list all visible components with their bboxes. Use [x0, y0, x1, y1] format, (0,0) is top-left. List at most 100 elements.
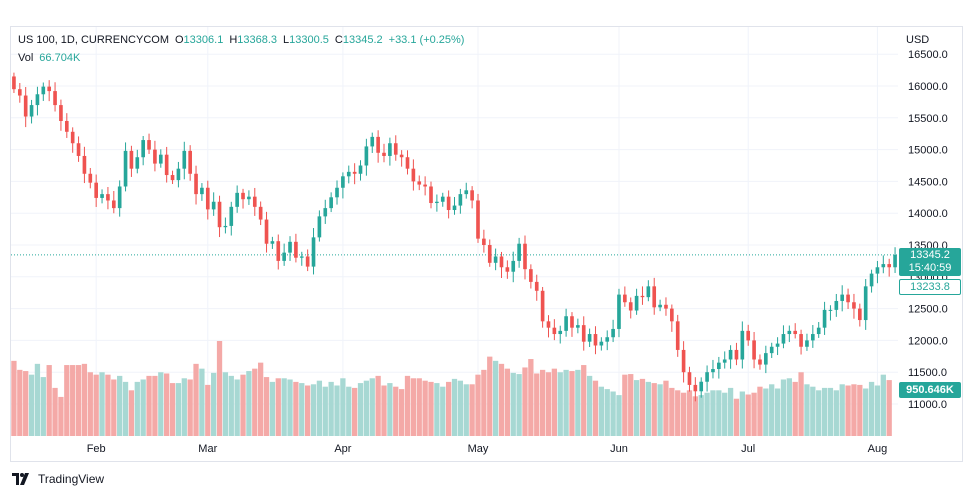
volume-bar [416, 378, 422, 436]
volume-bar [393, 386, 399, 436]
volume-bar [34, 363, 41, 436]
volume-bar [240, 374, 246, 436]
volume-bar [316, 380, 323, 436]
volume-bar [686, 390, 693, 436]
candle [376, 130, 380, 163]
time-axis-tick: Jun [610, 443, 628, 455]
candle-body [452, 205, 457, 211]
volume-bar [222, 372, 229, 436]
candle-body [440, 196, 445, 202]
candle-body [76, 143, 81, 156]
volume-bar [786, 378, 792, 436]
candle-body [299, 256, 304, 258]
candle [675, 314, 680, 357]
volume-bar [874, 385, 881, 436]
candle-body [593, 334, 598, 346]
candle-body [23, 95, 28, 117]
candle [511, 251, 516, 283]
candle-body [769, 346, 774, 354]
volume-bar [651, 383, 657, 436]
candle [787, 325, 792, 343]
candle-body [247, 196, 251, 200]
candle [529, 264, 533, 289]
candle [493, 248, 498, 271]
candle [658, 299, 662, 312]
candle-body [341, 176, 345, 188]
candle [799, 329, 803, 355]
volume-bar [258, 362, 264, 436]
volume-bar [40, 377, 46, 436]
ohlc-legend: US 100, 1D, CURRENCYCOM O13306.1 H13368.3 L… [18, 34, 464, 46]
volume-bar [545, 372, 552, 436]
open-value: 13306.1 [183, 34, 224, 46]
candle-body [529, 269, 533, 282]
candle-body [141, 140, 145, 158]
candle [106, 186, 110, 210]
volume-bar [87, 372, 93, 436]
candle-body [164, 154, 169, 176]
volume-bar [211, 372, 217, 436]
candle [241, 188, 245, 209]
candle-body [893, 254, 897, 268]
volume-bar [158, 372, 164, 436]
candle [141, 135, 145, 166]
volume-bar [205, 384, 211, 436]
candle-body [382, 152, 386, 156]
volume-legend: Vol 66.704K [18, 52, 80, 64]
candle-body [517, 243, 521, 261]
candle [828, 305, 833, 321]
volume-bar [504, 368, 511, 436]
candle [811, 325, 815, 348]
candle-body [399, 154, 404, 158]
candle-body [388, 143, 392, 156]
volume-bar [228, 375, 234, 436]
candle-body [787, 330, 792, 335]
candle [699, 377, 704, 398]
candle [299, 251, 304, 266]
candle-body [223, 225, 228, 228]
candle-body [64, 120, 69, 132]
currency-label[interactable]: USD [906, 34, 930, 46]
volume-value: 66.704K [39, 52, 81, 64]
candle-body [470, 190, 474, 201]
candle-body [740, 330, 745, 360]
candle [346, 165, 351, 184]
candle [834, 293, 839, 317]
volume-bar [99, 372, 105, 436]
volume-bar [551, 368, 558, 436]
volume-bar [322, 386, 328, 436]
volume-bar [698, 395, 704, 436]
tradingview-logo[interactable]: TradingView [12, 472, 104, 486]
candle-body [811, 334, 815, 341]
candle-body [417, 181, 422, 185]
volume-bar [445, 381, 452, 436]
candle [258, 201, 263, 226]
candle-body [675, 321, 680, 350]
candle-body [840, 294, 845, 301]
volume-bar [481, 369, 487, 436]
candle-body [599, 341, 604, 346]
price-axis: 11000.011500.012000.012500.013000.013500… [908, 49, 948, 411]
candle [558, 325, 563, 344]
candle [335, 180, 339, 205]
volume-bar [628, 374, 634, 436]
volume-bar [93, 374, 99, 436]
candle [517, 237, 521, 268]
candle [170, 170, 175, 185]
candle [223, 217, 228, 234]
volume-bar [804, 384, 810, 436]
candle-body [117, 186, 122, 209]
candle [570, 312, 574, 337]
candle-body [106, 194, 110, 201]
candle-body [288, 241, 292, 253]
volume-label[interactable]: Vol [18, 52, 34, 64]
volume-bars [11, 341, 892, 436]
volume-bar [334, 385, 340, 436]
volume-bar [851, 384, 857, 436]
candle [875, 260, 880, 284]
candle-body [758, 359, 762, 365]
symbol-label[interactable]: US 100, 1D, CURRENCYCOM [18, 34, 169, 46]
volume-bar [193, 363, 199, 436]
volume-bar [287, 379, 293, 436]
